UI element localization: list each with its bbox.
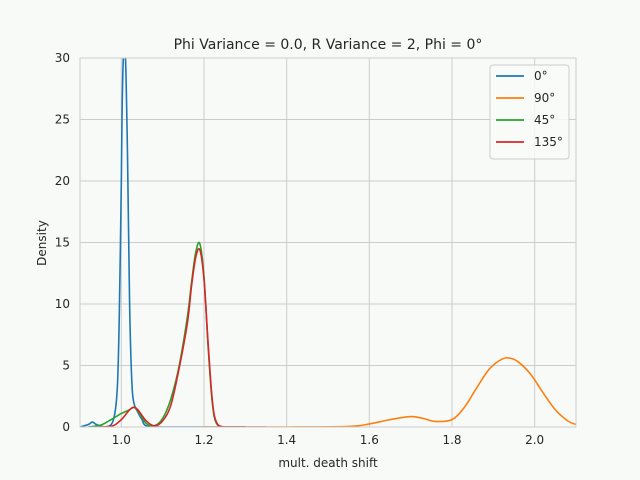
plot-frame [79, 57, 577, 428]
x-tick-label: 1.2 [194, 433, 213, 447]
x-tick-label: 1.8 [442, 433, 461, 447]
legend-label-0-deg: 0° [534, 69, 548, 83]
chart-title: Phi Variance = 0.0, R Variance = 2, Phi … [174, 37, 483, 53]
x-tick-label: 2.0 [525, 433, 544, 447]
legend: 0° 90° 45° 135° [489, 64, 570, 160]
y-tick-label: 15 [55, 236, 70, 250]
x-tick-label: 1.4 [277, 433, 296, 447]
y-tick-label: 25 [55, 113, 70, 127]
legend-label-45-deg: 45° [534, 113, 555, 127]
axes: 1.0 1.2 1.4 1.6 1.8 2.0 0 5 10 15 20 25 30 [55, 51, 577, 447]
legend-box [489, 64, 570, 160]
y-tick-label: 5 [62, 359, 70, 373]
x-axis-label: mult. death shift [278, 456, 378, 470]
y-tick-label: 10 [55, 297, 70, 311]
legend-label-90-deg: 90° [534, 91, 555, 105]
grid [80, 57, 576, 428]
x-tick-label: 1.0 [112, 433, 131, 447]
x-tick-label: 1.6 [360, 433, 379, 447]
y-axis-label: Density [35, 220, 49, 266]
series-line-135-deg [100, 247, 246, 427]
legend-label-135-deg: 135° [534, 135, 563, 149]
y-tick-label: 30 [55, 51, 70, 65]
y-tick-label: 0 [62, 420, 70, 434]
y-tick-label: 20 [55, 174, 70, 188]
series-line-90-deg [204, 357, 576, 427]
